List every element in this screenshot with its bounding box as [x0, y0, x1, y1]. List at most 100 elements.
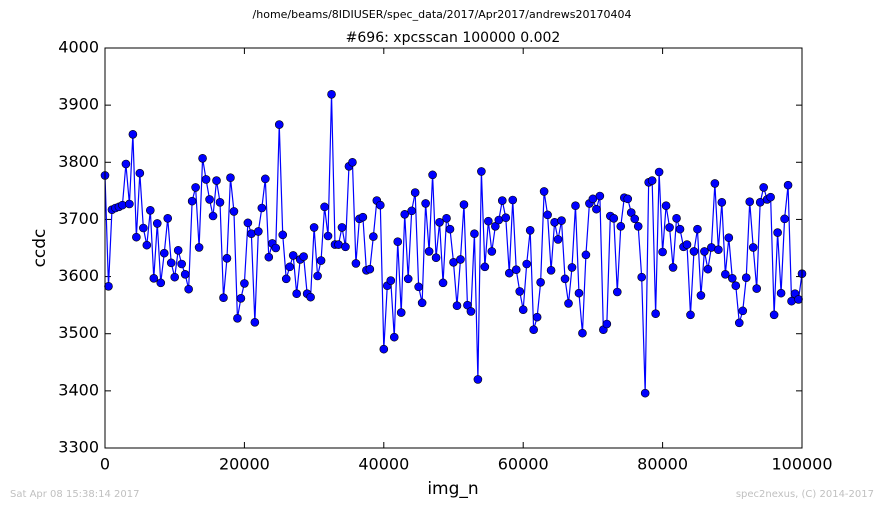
data-point — [616, 221, 626, 231]
x-tick-label: 0 — [100, 455, 110, 474]
data-point — [222, 253, 232, 263]
data-point — [727, 273, 737, 283]
data-point — [264, 252, 274, 262]
data-point — [682, 240, 692, 249]
data-point — [156, 278, 166, 288]
data-point — [686, 310, 695, 320]
data-point — [146, 205, 155, 215]
data-point — [400, 209, 410, 219]
data-point — [630, 214, 640, 224]
x-tick-label: 20000 — [219, 455, 270, 474]
data-point — [152, 219, 162, 228]
data-point — [658, 247, 667, 257]
chart-title: #696: xpcsscan 100000 0.002 — [346, 30, 561, 46]
data-point — [717, 197, 727, 207]
data-point — [532, 312, 542, 322]
data-point — [592, 204, 601, 214]
data-point — [278, 230, 288, 240]
data-point — [170, 272, 179, 282]
data-point — [504, 268, 514, 278]
data-point — [320, 202, 329, 212]
data-point — [442, 213, 451, 223]
data-point — [452, 301, 462, 311]
data-point — [215, 197, 225, 207]
data-point — [125, 199, 134, 209]
data-point — [794, 295, 803, 304]
data-point — [741, 273, 751, 283]
data-point — [421, 199, 430, 208]
data-point — [212, 176, 221, 185]
data-point — [703, 264, 713, 274]
data-point — [595, 191, 605, 201]
data-point — [104, 281, 113, 291]
data-point — [180, 269, 190, 279]
data-point — [759, 183, 768, 192]
data-point — [184, 284, 193, 294]
data-point — [187, 196, 197, 206]
footer-left: Sat Apr 08 15:38:14 2017 — [10, 489, 140, 500]
data-point — [243, 218, 253, 228]
data-point — [135, 168, 145, 178]
data-point — [473, 375, 483, 384]
data-point — [369, 232, 378, 241]
data-point — [738, 306, 748, 316]
data-point — [139, 223, 148, 233]
data-point — [693, 224, 702, 234]
data-point — [281, 274, 291, 284]
data-point — [236, 293, 246, 303]
data-point — [553, 235, 563, 244]
data-line — [104, 94, 803, 394]
data-point — [201, 175, 211, 184]
data-point — [501, 213, 511, 223]
data-point — [710, 179, 720, 188]
x-axis-label: img_n — [427, 479, 478, 499]
data-point — [515, 287, 525, 296]
data-point — [456, 255, 465, 264]
data-point — [274, 120, 284, 129]
data-point — [128, 129, 138, 139]
x-tick-label: 80000 — [637, 455, 688, 474]
data-point — [511, 265, 521, 275]
data-point — [557, 216, 566, 225]
data-point — [191, 183, 200, 192]
data-point — [424, 247, 434, 256]
y-tick-label: 3500 — [58, 323, 99, 342]
data-point — [445, 224, 455, 234]
data-point — [623, 194, 633, 204]
data-point — [393, 237, 403, 247]
data-point — [470, 229, 479, 239]
y-tick-label: 3800 — [58, 152, 99, 171]
data-point — [745, 197, 755, 207]
data-point — [250, 317, 260, 327]
data-point — [567, 263, 577, 272]
data-point — [480, 262, 490, 272]
data-point — [581, 250, 591, 260]
data-point — [173, 245, 183, 255]
data-point — [766, 192, 775, 202]
y-tick-label: 3300 — [58, 438, 99, 457]
data-point — [198, 153, 207, 163]
data-point — [734, 318, 744, 328]
data-point — [261, 174, 270, 184]
data-point — [163, 213, 173, 223]
x-tick-label: 60000 — [498, 455, 549, 474]
data-point — [773, 228, 782, 237]
data-point — [348, 157, 357, 167]
data-point — [240, 279, 249, 288]
data-point — [508, 195, 518, 205]
data-point — [487, 247, 497, 256]
data-point — [654, 167, 664, 177]
data-point — [651, 309, 660, 319]
data-point — [571, 201, 580, 211]
data-point — [612, 287, 622, 297]
data-point — [700, 247, 709, 256]
data-point — [529, 325, 538, 335]
data-point — [118, 200, 127, 210]
y-tick-label: 3600 — [58, 266, 99, 285]
data-point — [672, 213, 681, 223]
data-point — [689, 247, 699, 256]
data-point — [477, 167, 486, 176]
data-point — [414, 282, 423, 292]
data-point — [539, 187, 549, 196]
data-point — [389, 332, 399, 342]
